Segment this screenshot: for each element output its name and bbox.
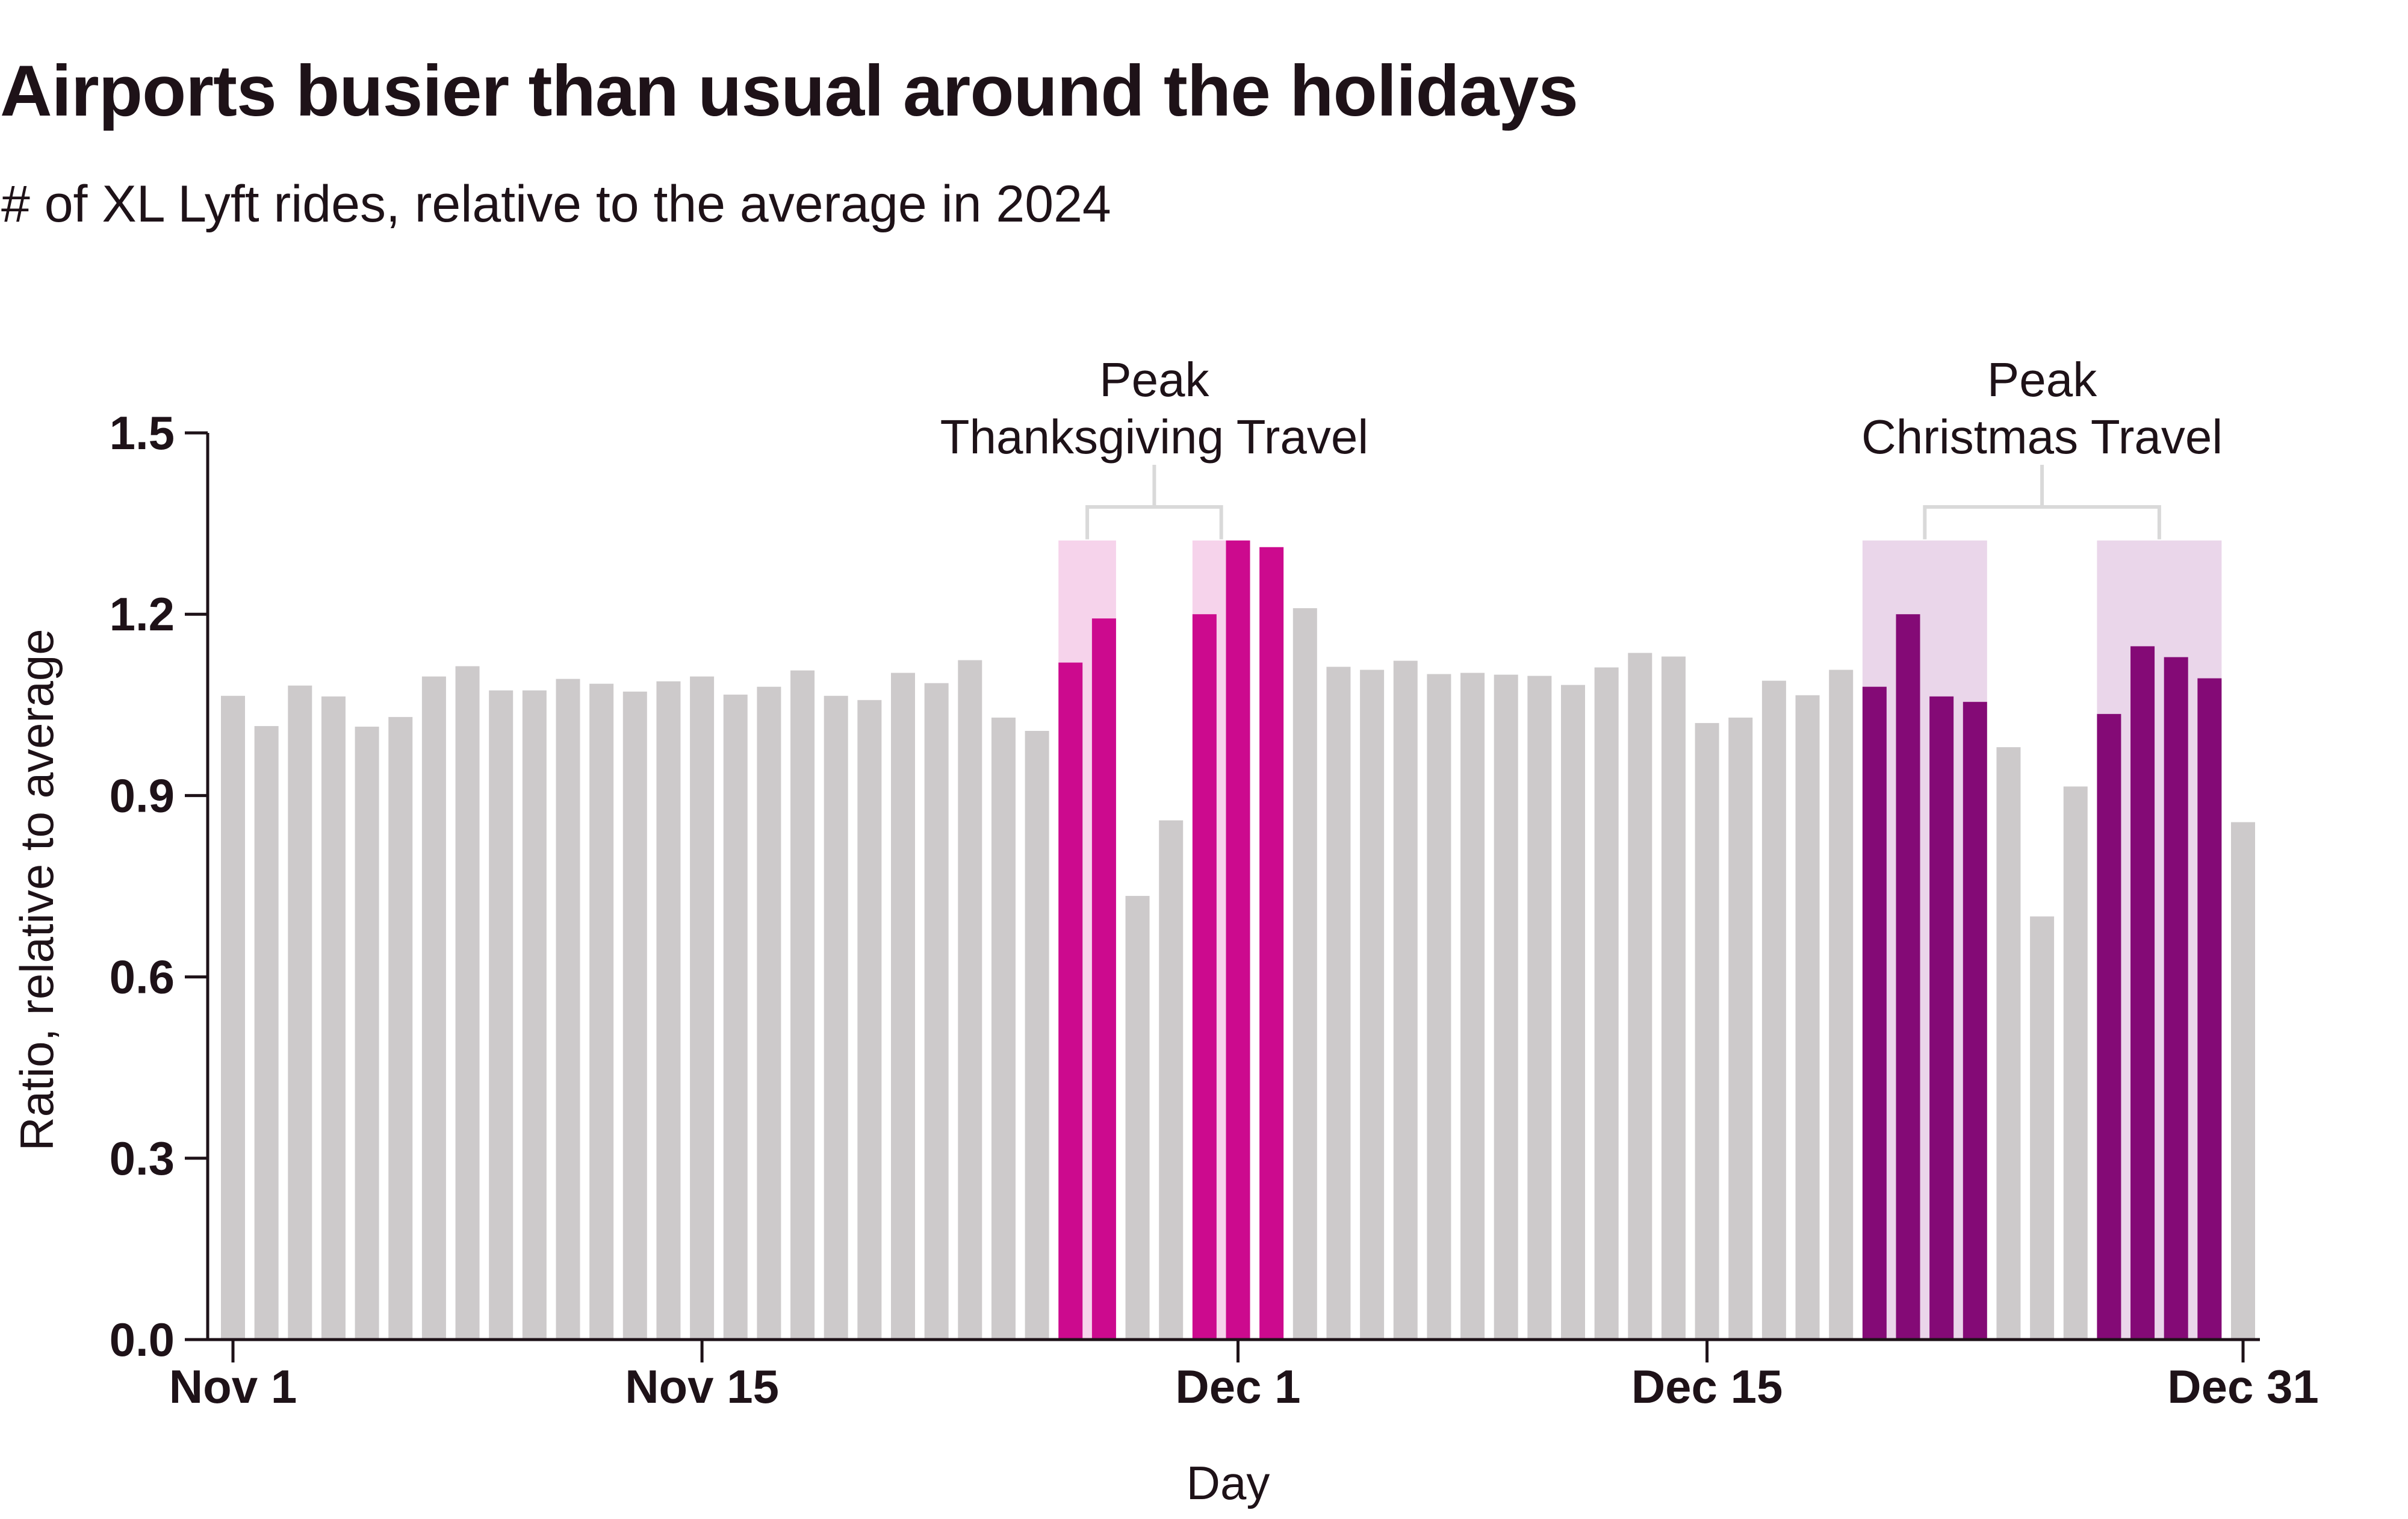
x-tick-label: Nov 1 [169, 1360, 297, 1413]
y-axis-title: Ratio, relative to average [10, 629, 63, 1151]
bar-day-4 [321, 696, 346, 1340]
x-tick-label: Dec 1 [1175, 1360, 1300, 1413]
y-tick-label: 1.2 [110, 588, 175, 641]
bar-day-10 [522, 690, 547, 1340]
annotation-bracket-2 [1923, 465, 2161, 539]
bar-day-54 [1996, 747, 2021, 1340]
bar-day-21 [891, 673, 915, 1340]
bar-day-20 [857, 700, 882, 1340]
annotation-label-1: Thanksgiving Travel [940, 410, 1368, 464]
bar-day-1 [221, 695, 245, 1340]
bar-day-14 [656, 681, 681, 1340]
bars [221, 540, 2255, 1340]
bar-day-48 [1795, 695, 1820, 1340]
y-tick-label: 0.0 [110, 1313, 175, 1366]
chart-subtitle: # of XL Lyft rides, relative to the aver… [1, 175, 1111, 233]
bar-day-22 [924, 683, 949, 1340]
bar-day-7 [421, 676, 446, 1340]
bar-day-18 [790, 670, 815, 1340]
bar-day-28 [1125, 896, 1150, 1340]
bar-day-58 [2130, 646, 2155, 1340]
bar-day-47 [1761, 680, 1786, 1340]
bar-day-23 [958, 660, 982, 1340]
bar-day-57 [2097, 713, 2121, 1340]
x-tick-label: Nov 15 [625, 1360, 779, 1413]
bar-day-41 [1561, 685, 1585, 1340]
bar-day-59 [2164, 657, 2188, 1340]
bar-day-31 [1226, 540, 1250, 1340]
annotation-label-1: Peak [1099, 353, 1209, 406]
bar-day-8 [455, 666, 480, 1340]
bar-day-50 [1862, 686, 1887, 1340]
bar-day-44 [1661, 656, 1686, 1340]
bar-day-37 [1427, 674, 1451, 1340]
bar-day-34 [1326, 666, 1351, 1340]
bar-day-16 [723, 694, 748, 1340]
bar-day-42 [1594, 667, 1619, 1340]
bar-day-30 [1192, 614, 1217, 1340]
chart-title: Airports busier than usual around the ho… [0, 51, 1578, 131]
bar-day-56 [2063, 786, 2088, 1340]
bar-day-46 [1728, 717, 1753, 1340]
bar-day-52 [1929, 696, 1954, 1340]
bar-day-12 [589, 683, 614, 1340]
bar-day-15 [690, 676, 715, 1340]
bar-day-61 [2231, 822, 2255, 1340]
bar-day-25 [1025, 730, 1049, 1340]
bar-day-40 [1527, 676, 1552, 1340]
bar-day-39 [1494, 674, 1518, 1340]
bar-day-33 [1292, 608, 1317, 1340]
bar-day-60 [2197, 678, 2222, 1340]
bar-day-32 [1259, 547, 1284, 1340]
y-tick-label: 0.9 [110, 769, 175, 822]
bar-day-17 [757, 686, 781, 1340]
bar-day-3 [288, 685, 312, 1340]
bar-day-38 [1460, 673, 1485, 1340]
bar-day-45 [1695, 722, 1719, 1340]
bar-day-24 [991, 717, 1016, 1340]
bar-day-9 [489, 690, 514, 1340]
bar-day-36 [1393, 660, 1418, 1340]
bar-day-6 [388, 716, 413, 1340]
bar-day-43 [1628, 653, 1652, 1340]
y-tick-label: 1.5 [110, 406, 175, 459]
x-tick-label: Dec 31 [2167, 1360, 2319, 1413]
x-tick-label: Dec 15 [1631, 1360, 1783, 1413]
bar-day-26 [1058, 662, 1083, 1340]
bar-day-2 [254, 725, 279, 1340]
bar-day-29 [1159, 820, 1184, 1340]
axes: 0.0 0.3 0.6 0.9 1.2 1.5 Nov 1 Nov 15 Dec 1 Dec 15… [110, 406, 2319, 1413]
bar-day-19 [824, 695, 848, 1340]
bar-day-49 [1829, 669, 1854, 1340]
annotation-label-2: Christmas Travel [1861, 410, 2223, 464]
bar-day-51 [1896, 614, 1920, 1340]
bar-day-35 [1360, 669, 1385, 1340]
annotation-bracket-1 [1085, 465, 1223, 539]
bar-day-13 [622, 691, 647, 1340]
bar-day-27 [1091, 618, 1116, 1340]
x-axis-title: Day [1187, 1456, 1270, 1509]
bar-day-5 [355, 726, 379, 1340]
bar-day-53 [1963, 701, 1987, 1340]
y-tick-label: 0.6 [110, 951, 175, 1004]
annotation-label-2: Peak [1987, 353, 2097, 406]
bar-day-55 [2030, 916, 2055, 1340]
bar-day-11 [556, 679, 580, 1340]
y-tick-label: 0.3 [110, 1132, 175, 1185]
